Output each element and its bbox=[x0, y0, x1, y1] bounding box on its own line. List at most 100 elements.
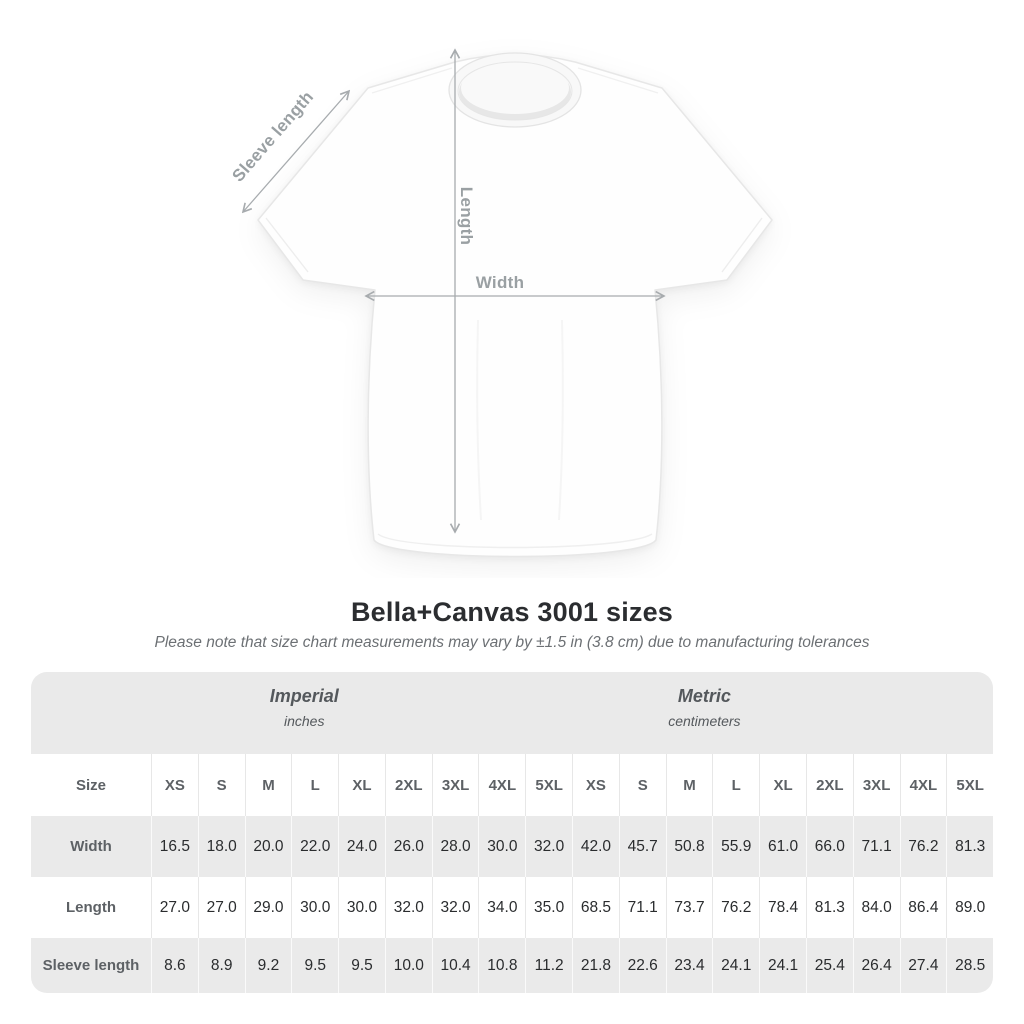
length-value: 86.4 bbox=[899, 877, 947, 938]
sleeve-value: 24.1 bbox=[759, 938, 806, 993]
width-value: 45.7 bbox=[618, 816, 666, 877]
imperial-label: Imperial bbox=[269, 686, 339, 706]
size-col-header: L bbox=[712, 754, 759, 816]
sleeve-value: 26.4 bbox=[852, 938, 900, 993]
page-title: Bella+Canvas 3001 sizes bbox=[350, 597, 674, 627]
row-label: Width bbox=[70, 838, 112, 855]
size-col-header: M bbox=[665, 754, 713, 816]
size-col-header: 5XL bbox=[525, 754, 572, 816]
length-value: 84.0 bbox=[852, 877, 900, 938]
sleeve-value: 23.4 bbox=[665, 938, 713, 993]
size-col-header: S bbox=[197, 754, 245, 816]
left-shoulder-seam bbox=[371, 67, 453, 94]
width-label: Width bbox=[476, 273, 525, 292]
sleeve-length-arrow bbox=[243, 91, 349, 212]
sleeve-value: 21.8 bbox=[572, 938, 619, 993]
size-col-header: 5XL bbox=[946, 754, 993, 816]
width-row: Width 16.5 18.0 20.0 22.0 24.0 26.0 28.0… bbox=[31, 816, 993, 877]
row-label: Length bbox=[66, 899, 116, 916]
length-value: 34.0 bbox=[478, 877, 525, 938]
width-value: 28.0 bbox=[431, 816, 479, 877]
width-value: 30.0 bbox=[478, 816, 525, 877]
width-value: 22.0 bbox=[291, 816, 338, 877]
tshirt-illustration bbox=[257, 52, 773, 558]
size-col-header: XL bbox=[338, 754, 385, 816]
sleeve-value: 28.5 bbox=[946, 938, 993, 993]
sleeve-value: 25.4 bbox=[805, 938, 853, 993]
tshirt-body bbox=[257, 53, 773, 558]
length-value: 30.0 bbox=[338, 877, 385, 938]
width-value: 61.0 bbox=[759, 816, 806, 877]
size-header-row: Size XS S M L XL 2XL 3XL 4XL 5XL XS S M … bbox=[31, 754, 993, 816]
length-value: 89.0 bbox=[946, 877, 993, 938]
imperial-unit-group: Imperial inches bbox=[31, 686, 577, 729]
size-col-header: 4XL bbox=[478, 754, 525, 816]
size-col-header: XL bbox=[759, 754, 806, 816]
length-value: 35.0 bbox=[525, 877, 572, 938]
sleeve-value: 9.2 bbox=[244, 938, 292, 993]
tshirt-measurement-diagram: Sleeve length Length Width bbox=[228, 0, 773, 558]
width-value: 16.5 bbox=[151, 816, 198, 877]
sleeve-value: 10.8 bbox=[478, 938, 525, 993]
metric-unit: centimeters bbox=[668, 713, 741, 729]
imperial-unit: inches bbox=[283, 713, 325, 729]
length-value: 32.0 bbox=[384, 877, 432, 938]
sleeve-length-row: Sleeve length 8.6 8.9 9.2 9.5 9.5 10.0 1… bbox=[31, 938, 993, 993]
hem-seam bbox=[377, 533, 653, 549]
tolerance-note: Please note that size chart measurements… bbox=[154, 634, 870, 651]
width-value: 66.0 bbox=[805, 816, 853, 877]
metric-label: Metric bbox=[677, 686, 731, 706]
size-col-header: 2XL bbox=[384, 754, 432, 816]
metric-unit-group: Metric centimeters bbox=[416, 686, 993, 729]
length-row: Length 27.0 27.0 29.0 30.0 30.0 32.0 32.… bbox=[31, 877, 993, 938]
width-value: 71.1 bbox=[852, 816, 900, 877]
length-value: 73.7 bbox=[665, 877, 713, 938]
sleeve-value: 8.9 bbox=[197, 938, 245, 993]
sleeve-value: 22.6 bbox=[618, 938, 666, 993]
size-col-header: XS bbox=[151, 754, 198, 816]
width-value: 24.0 bbox=[338, 816, 385, 877]
length-value: 78.4 bbox=[759, 877, 806, 938]
width-value: 18.0 bbox=[197, 816, 245, 877]
size-col-header: XS bbox=[572, 754, 619, 816]
fold-line-left bbox=[476, 319, 482, 521]
sleeve-value: 10.4 bbox=[431, 938, 479, 993]
length-value: 27.0 bbox=[197, 877, 245, 938]
size-col-header: 2XL bbox=[805, 754, 853, 816]
width-value: 76.2 bbox=[899, 816, 947, 877]
width-value: 81.3 bbox=[946, 816, 993, 877]
size-col-header: L bbox=[291, 754, 338, 816]
length-value: 29.0 bbox=[244, 877, 292, 938]
fold-line-right bbox=[558, 319, 564, 521]
length-value: 76.2 bbox=[712, 877, 759, 938]
sleeve-value: 24.1 bbox=[712, 938, 759, 993]
size-col-header: S bbox=[618, 754, 666, 816]
row-label: Sleeve length bbox=[42, 957, 140, 974]
length-value: 81.3 bbox=[805, 877, 853, 938]
size-col-header: 3XL bbox=[431, 754, 479, 816]
sleeve-value: 9.5 bbox=[291, 938, 338, 993]
length-value: 71.1 bbox=[618, 877, 666, 938]
width-value: 32.0 bbox=[525, 816, 572, 877]
width-value: 42.0 bbox=[572, 816, 619, 877]
length-value: 27.0 bbox=[151, 877, 198, 938]
size-col-header: 4XL bbox=[899, 754, 947, 816]
length-label: Length bbox=[457, 187, 476, 245]
size-corner-header: Size bbox=[75, 776, 106, 794]
right-cuff-seam bbox=[721, 217, 763, 273]
right-shoulder-seam bbox=[577, 67, 659, 94]
width-value: 26.0 bbox=[384, 816, 432, 877]
width-value: 20.0 bbox=[244, 816, 292, 877]
size-col-header: 3XL bbox=[852, 754, 900, 816]
size-table: Imperial inches Metric centimeters Size … bbox=[31, 672, 993, 993]
width-value: 55.9 bbox=[712, 816, 759, 877]
length-value: 68.5 bbox=[572, 877, 619, 938]
size-col-header: M bbox=[244, 754, 292, 816]
sleeve-value: 8.6 bbox=[151, 938, 198, 993]
collar-opening bbox=[461, 62, 569, 114]
unit-header-band: Imperial inches Metric centimeters bbox=[31, 672, 993, 754]
sleeve-value: 10.0 bbox=[384, 938, 432, 993]
sleeve-value: 27.4 bbox=[899, 938, 947, 993]
sleeve-value: 11.2 bbox=[525, 938, 572, 993]
